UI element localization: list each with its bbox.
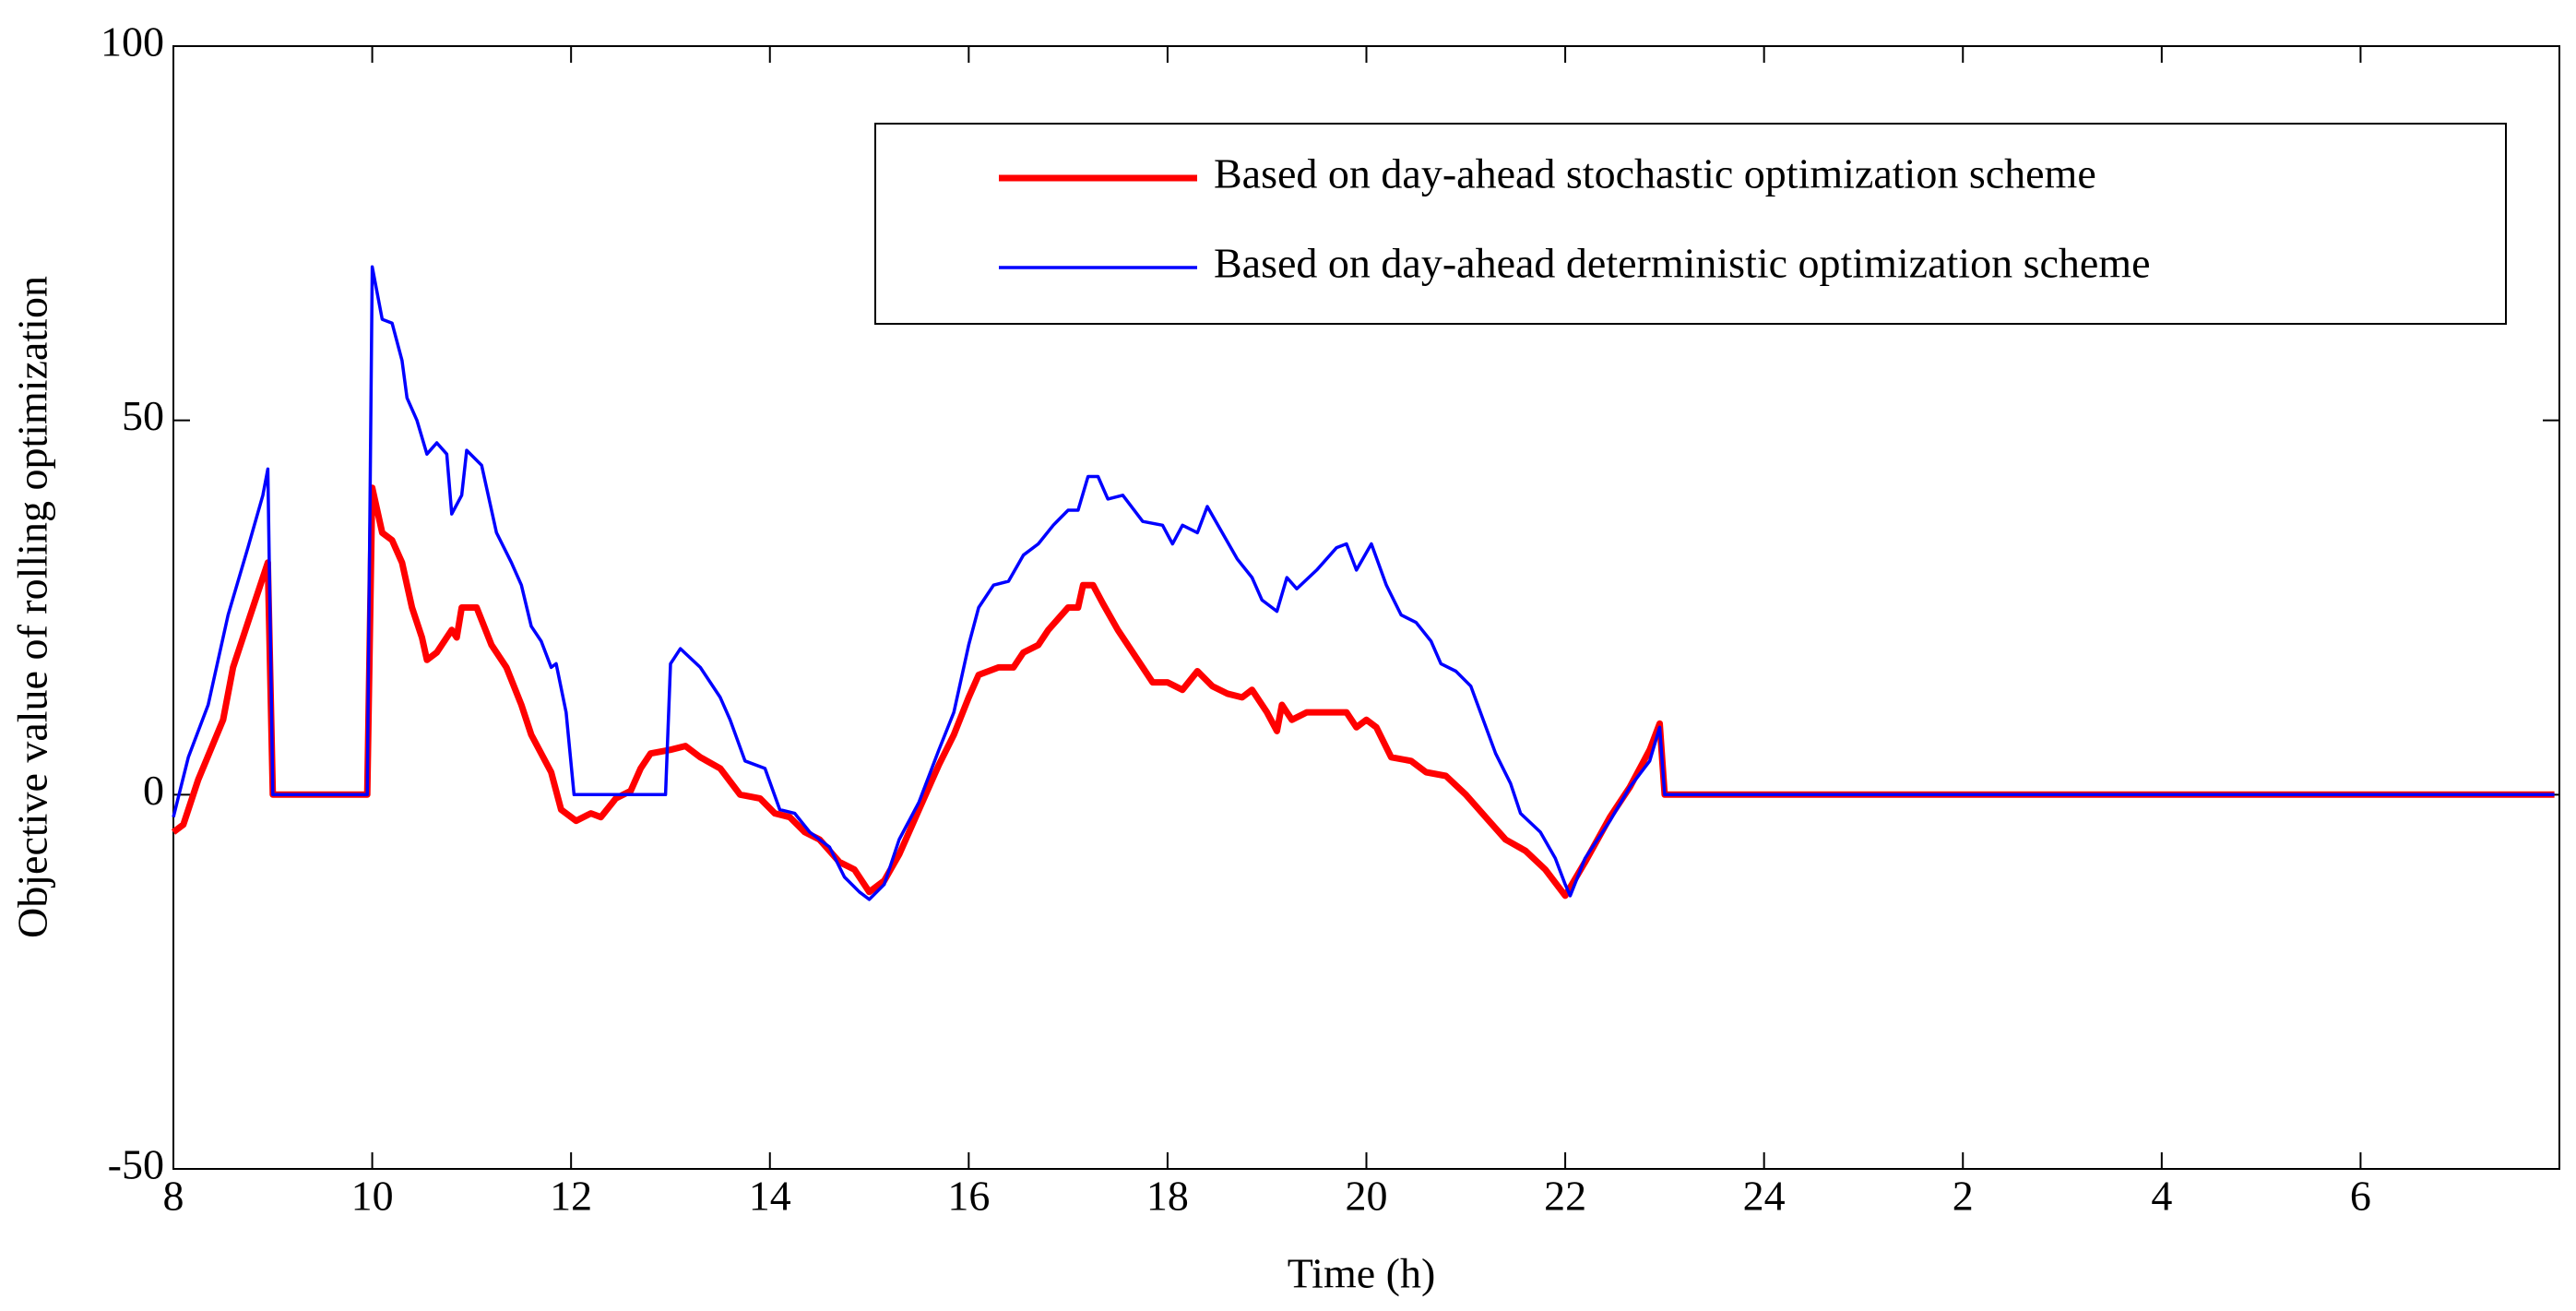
x-tick-label: 20 [1346,1173,1388,1220]
x-tick-label: 14 [749,1173,791,1220]
series-line [172,265,2555,901]
x-tick-label: 22 [1544,1173,1586,1220]
legend-label: Based on day-ahead deterministic optimiz… [1214,240,2151,287]
legend: Based on day-ahead stochastic optimizati… [874,123,2507,325]
y-tick-label: 100 [101,18,164,66]
x-tick-label: 18 [1146,1173,1189,1220]
legend-label: Based on day-ahead stochastic optimizati… [1214,150,2096,197]
x-axis-label: Time (h) [1288,1250,1436,1297]
x-tick-label: 10 [351,1173,394,1220]
legend-box [874,123,2507,325]
x-tick-label: 24 [1743,1173,1786,1220]
x-tick-label: 4 [2151,1173,2172,1220]
x-tick-label: 12 [550,1173,592,1220]
x-tick-label: 6 [2350,1173,2371,1220]
series-line [171,484,2555,900]
x-tick-label: 16 [947,1173,990,1220]
y-axis-label: Objective value of rolling optimization [9,276,56,938]
y-tick-label: 50 [122,392,164,439]
x-tick-label: 2 [1953,1173,1974,1220]
y-tick-label: 0 [143,767,164,814]
x-tick-label: 8 [163,1173,184,1220]
y-tick-label: -50 [108,1141,164,1188]
